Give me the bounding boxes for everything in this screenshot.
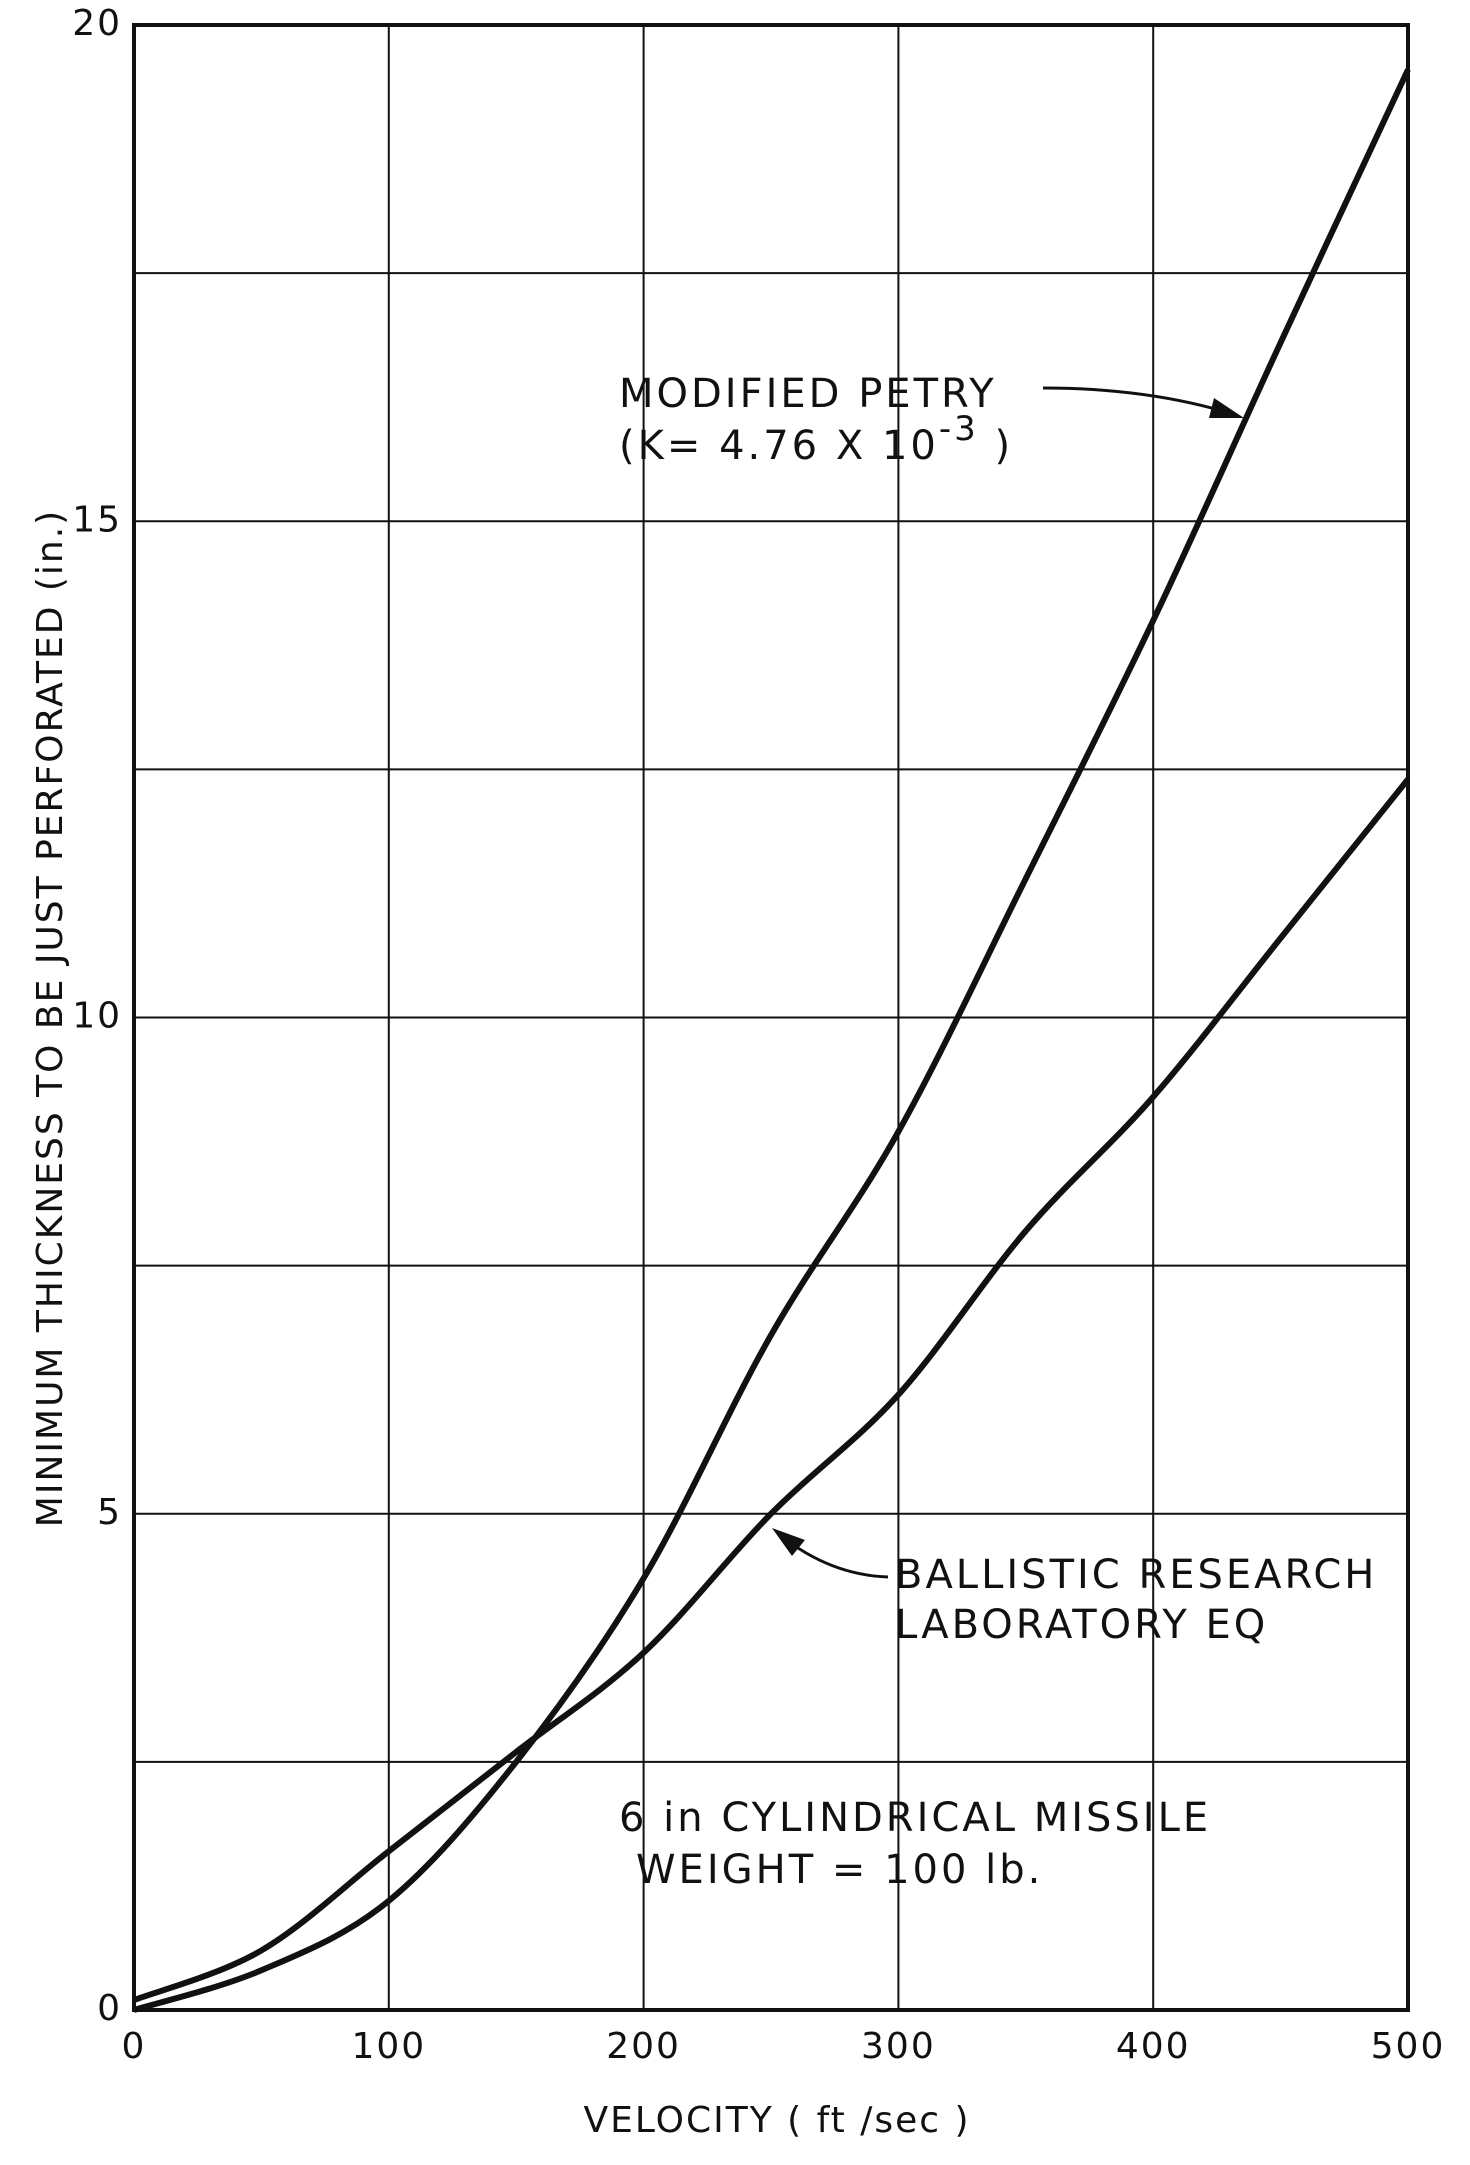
data-line	[132, 777, 1411, 2003]
x-tick-label: 300	[861, 2026, 936, 2067]
x-tick-label: 0	[122, 2026, 147, 2067]
y-tick-label: 5	[97, 1492, 122, 1533]
annotation: WEIGHT = 100 lb.	[636, 1847, 1043, 1893]
data-line	[133, 68, 1411, 2013]
annotation: LABORATORY EQ	[895, 1602, 1268, 1648]
annotation: MODIFIED PETRY	[619, 371, 997, 417]
arrow-head	[1209, 398, 1244, 418]
x-tick-label: 400	[1116, 2026, 1191, 2067]
x-tick-label: 500	[1371, 2026, 1446, 2067]
x-axis-label: VELOCITY ( ft /sec )	[583, 2100, 970, 2141]
x-tick-label: 200	[606, 2026, 681, 2067]
y-tick-label: 15	[72, 499, 122, 540]
plot-border	[132, 23, 1410, 2012]
y-tick-label: 0	[97, 1988, 122, 2029]
x-tick-label: 100	[351, 2026, 426, 2067]
y-tick-label: 10	[72, 996, 122, 1037]
y-axis-label: MINIMUM THICKNESS TO BE JUST PERFORATED …	[30, 509, 71, 1527]
annotation: (K= 4.76 X 10	[619, 423, 939, 469]
annotation-superscript: -3	[939, 409, 979, 449]
annotation: 6 in CYLINDRICAL MISSILE	[619, 1795, 1211, 1841]
annotation: (K= 4.76 X 10-3 )	[619, 409, 1013, 470]
y-tick-label: 20	[72, 3, 122, 44]
arrow-head	[772, 1528, 805, 1556]
annotation: )	[979, 423, 1013, 469]
annotation: BALLISTIC RESEARCH	[895, 1552, 1377, 1598]
